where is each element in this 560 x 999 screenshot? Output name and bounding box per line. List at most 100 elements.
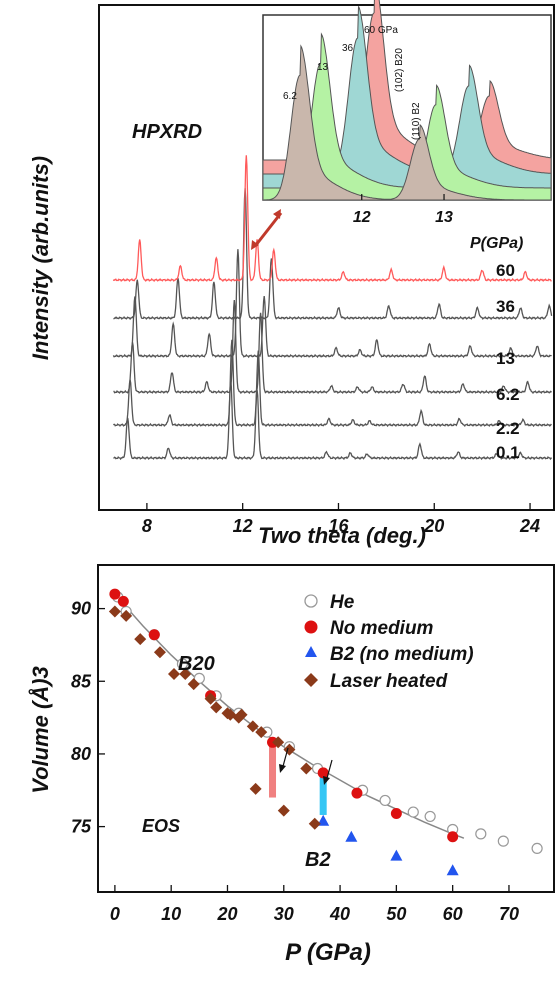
point-b2-no-medium bbox=[345, 830, 358, 842]
inset-label-102-b20: (102) B20 bbox=[394, 48, 405, 92]
point-laser-heated bbox=[246, 720, 259, 733]
pressure-header: P(GPa) bbox=[470, 235, 523, 252]
xrd-x-tick-label: 20 bbox=[423, 516, 444, 536]
point-he bbox=[176, 658, 189, 670]
legend-label-b2: B2 (no medium) bbox=[330, 644, 474, 665]
point-laser-heated bbox=[308, 817, 321, 830]
point-he bbox=[407, 806, 419, 818]
legend-label-no-medium: No medium bbox=[330, 618, 434, 639]
eos-plot-frame bbox=[97, 564, 555, 893]
inset-x-tick-label: 12 bbox=[353, 209, 371, 226]
eos-x-tick-label: 30 bbox=[274, 904, 294, 924]
xrd-traces bbox=[112, 155, 553, 461]
point-laser-heated bbox=[179, 668, 192, 680]
xrd-trace-6-2 bbox=[113, 299, 552, 395]
point-no-medium bbox=[117, 595, 129, 607]
transition-bars bbox=[269, 742, 327, 815]
point-laser-heated bbox=[300, 762, 313, 775]
legend-label-laser: Laser heated bbox=[330, 671, 448, 692]
xrd-x-tick-label: 8 bbox=[142, 516, 152, 536]
point-he bbox=[475, 828, 487, 840]
point-no-medium bbox=[447, 831, 459, 843]
eos-x-axis-label: P (GPa) bbox=[285, 939, 371, 966]
xrd-x-ticks: 8 12 16 20 24 bbox=[142, 503, 540, 536]
xrd-trace-36 bbox=[113, 187, 553, 321]
eos-fit-curve bbox=[114, 593, 465, 839]
pressure-label-2-2: 2.2 bbox=[496, 419, 520, 438]
xrd-trace-13 bbox=[112, 249, 552, 359]
point-b2-no-medium bbox=[317, 814, 330, 826]
inset-x-ticks: 12 13 bbox=[353, 194, 453, 226]
pressure-label-60: 60 bbox=[496, 261, 515, 280]
transition-arrow-2 bbox=[323, 759, 333, 785]
inset-peak-6-2 bbox=[263, 44, 551, 201]
inset-x-tick-label: 13 bbox=[435, 209, 453, 226]
eos-x-tick-label: 70 bbox=[499, 904, 519, 924]
inset-label-13: 13 bbox=[317, 62, 329, 73]
pressure-label-36: 36 bbox=[496, 297, 515, 316]
point-laser-heated bbox=[210, 701, 223, 714]
point-no-medium bbox=[109, 588, 121, 600]
xrd-x-tick-label: 16 bbox=[328, 516, 349, 536]
transition-bar-1 bbox=[269, 742, 277, 798]
xrd-y-axis-label: Intensity (arb.units) bbox=[28, 156, 53, 360]
point-laser-heated bbox=[272, 736, 285, 749]
point-laser-heated bbox=[153, 646, 166, 659]
point-laser-heated bbox=[168, 668, 180, 680]
point-laser-heated bbox=[108, 605, 121, 618]
point-he bbox=[531, 842, 543, 855]
eos-y-tick-label: 80 bbox=[71, 744, 91, 764]
point-laser-heated bbox=[232, 711, 245, 724]
point-laser-heated bbox=[249, 782, 262, 795]
inset-label-36: 36 bbox=[342, 43, 354, 54]
xrd-trace-0-1 bbox=[113, 380, 553, 461]
eos-y-tick-label: 75 bbox=[71, 817, 92, 837]
xrd-x-tick-label: 12 bbox=[233, 516, 253, 536]
point-no-medium bbox=[148, 629, 160, 641]
point-he bbox=[497, 835, 509, 847]
eos-y-tick-label: 90 bbox=[71, 599, 91, 619]
point-laser-heated bbox=[187, 678, 200, 691]
inset-label-110-b2: (110) B2 bbox=[411, 102, 422, 140]
point-laser-heated bbox=[204, 692, 217, 705]
transition-arrow-1 bbox=[279, 747, 289, 773]
zoom-arrow bbox=[251, 209, 283, 250]
point-b2-no-medium bbox=[390, 849, 403, 861]
eos-x-tick-label: 20 bbox=[216, 904, 237, 924]
point-he bbox=[424, 810, 436, 823]
eos-points bbox=[108, 588, 543, 876]
point-laser-heated bbox=[221, 707, 234, 720]
eos-label: EOS bbox=[142, 816, 180, 836]
pressure-label-13: 13 bbox=[496, 349, 515, 368]
xrd-trace-60 bbox=[112, 155, 552, 283]
eos-x-tick-label: 0 bbox=[110, 904, 120, 924]
legend-label-he: He bbox=[330, 592, 355, 613]
xrd-trace-2-2 bbox=[112, 339, 552, 428]
pressure-label-6-2: 6.2 bbox=[496, 385, 520, 404]
point-no-medium bbox=[317, 767, 329, 779]
legend-marker-b2 bbox=[305, 646, 317, 657]
eos-x-tick-label: 50 bbox=[386, 904, 406, 924]
eos-x-tick-label: 40 bbox=[329, 904, 350, 924]
legend-marker-he bbox=[304, 594, 318, 608]
b2-label: B2 bbox=[305, 849, 331, 871]
point-laser-heated bbox=[120, 609, 133, 622]
point-laser-heated bbox=[255, 726, 268, 739]
legend-marker-no-medium bbox=[304, 620, 318, 634]
point-he bbox=[193, 672, 205, 684]
point-laser-heated bbox=[277, 804, 290, 817]
inset-peaks bbox=[262, 0, 552, 201]
eos-x-tick-label: 60 bbox=[443, 904, 463, 924]
b20-label: B20 bbox=[178, 653, 215, 675]
point-no-medium bbox=[390, 808, 402, 820]
point-laser-heated bbox=[134, 633, 147, 646]
point-b2-no-medium bbox=[446, 864, 459, 876]
point-he bbox=[379, 794, 391, 807]
inset-label-60: 60 GPa bbox=[364, 25, 398, 36]
pressure-label-0-1: 0.1 bbox=[496, 443, 520, 462]
transition-bar-2 bbox=[319, 772, 327, 815]
hpxrd-title: HPXRD bbox=[132, 121, 202, 143]
legend-marker-laser bbox=[304, 673, 318, 687]
eos-x-tick-label: 10 bbox=[161, 904, 181, 924]
